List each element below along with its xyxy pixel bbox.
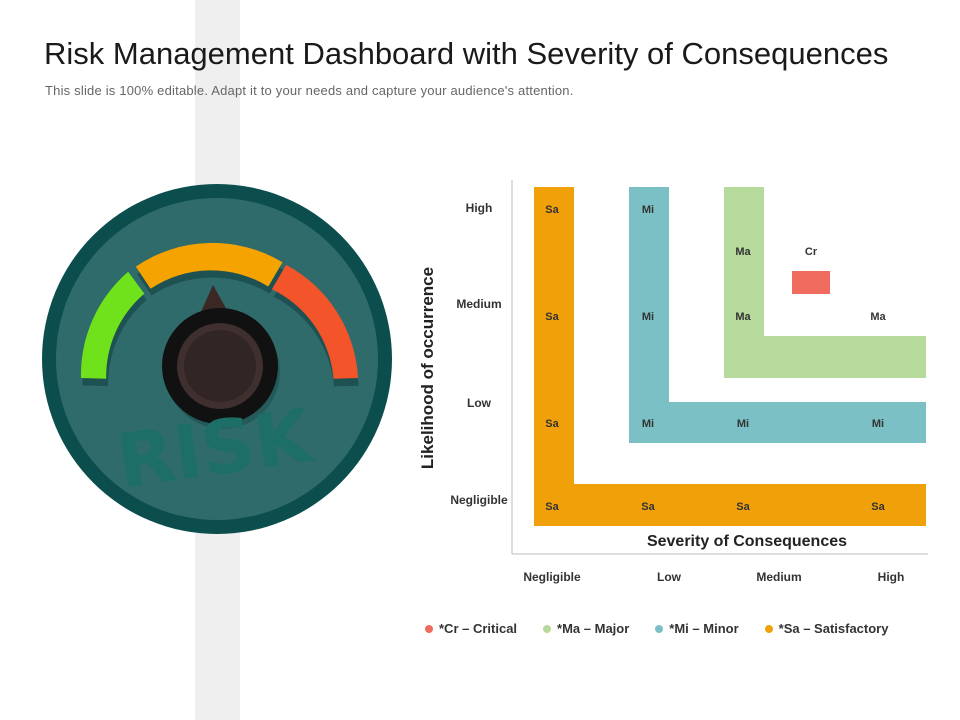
cell-high-medium: Ma xyxy=(870,311,886,323)
legend-dot-critical xyxy=(425,624,433,633)
region-minor-0 xyxy=(629,187,669,443)
page-subtitle: This slide is 100% editable. Adapt it to… xyxy=(45,83,574,98)
legend-label-major: *Ma – Major xyxy=(557,621,630,636)
legend-label-satisfactory: *Sa – Satisfactory xyxy=(778,621,889,636)
y-tick-negligible: Negligible xyxy=(450,493,508,507)
region-minor-1 xyxy=(629,402,926,443)
cell-negligible-negligible: Sa xyxy=(545,501,559,513)
gauge-knob-center xyxy=(184,330,256,402)
page-title: Risk Management Dashboard with Severity … xyxy=(44,36,889,71)
risk-matrix-chart: Sa Sa Sa Sa Sa Sa Sa Mi Mi Mi Mi Mi Ma Ma Ma Cr Negligi… xyxy=(418,180,928,584)
x-axis-title: Severity of Consequences xyxy=(647,533,847,550)
legend: *Cr – Critical *Ma – Major *Mi – Minor *… xyxy=(425,621,888,636)
region-major-1 xyxy=(724,336,926,378)
cell-medium-high-medium-high: Cr xyxy=(805,246,818,258)
x-tick-medium: Medium xyxy=(756,570,801,584)
y-tick-labels: Negligible Low Medium High xyxy=(450,201,508,507)
y-tick-high: High xyxy=(466,201,493,215)
legend-dot-minor xyxy=(655,624,664,633)
legend-item-critical: *Cr – Critical xyxy=(425,621,517,636)
risk-gauge: RISK xyxy=(42,184,392,534)
gauge-arc-red xyxy=(271,264,358,379)
legend-item-major: *Ma – Major xyxy=(543,621,629,636)
gauge-arc-green xyxy=(80,271,145,379)
legend-dot-satisfactory xyxy=(764,624,773,633)
cell-high-negligible: Sa xyxy=(871,501,885,513)
cell-low-negligible: Sa xyxy=(641,501,655,513)
cell-low-high: Mi xyxy=(642,204,654,216)
risk-cell-labels: Sa Sa Sa Sa Sa Sa Sa Mi Mi Mi Mi Mi Ma Ma Ma Cr xyxy=(545,204,886,513)
cell-negligible-high: Sa xyxy=(545,204,559,216)
x-tick-low: Low xyxy=(657,570,682,584)
region-satisfactory-1 xyxy=(534,484,926,526)
y-tick-low: Low xyxy=(467,396,492,410)
region-satisfactory-0 xyxy=(534,187,574,526)
y-tick-medium: Medium xyxy=(456,297,501,311)
gauge-needle xyxy=(200,285,228,314)
cell-high-low: Mi xyxy=(872,418,884,430)
cell-medium-low: Mi xyxy=(737,418,749,430)
cell-low-low: Mi xyxy=(642,418,654,430)
legend-dot-major xyxy=(543,624,552,633)
legend-item-satisfactory: *Sa – Satisfactory xyxy=(764,621,889,636)
legend-label-minor: *Mi – Minor xyxy=(669,621,739,636)
x-tick-negligible: Negligible xyxy=(523,570,581,584)
y-axis-title: Likelihood of occurrence xyxy=(418,267,437,469)
cell-medium-medium: Ma xyxy=(735,311,751,323)
x-tick-labels: Negligible Low Medium High xyxy=(523,570,904,584)
risk-regions xyxy=(534,187,926,526)
cell-medium-medium-high: Ma xyxy=(735,246,751,258)
gauge-arc-orange xyxy=(135,242,283,289)
legend-label-critical: *Cr – Critical xyxy=(439,621,518,636)
cell-medium-negligible: Sa xyxy=(736,501,750,513)
x-tick-high: High xyxy=(878,570,905,584)
legend-item-minor: *Mi – Minor xyxy=(655,621,739,636)
cell-negligible-medium: Sa xyxy=(545,311,559,323)
cell-negligible-low: Sa xyxy=(545,418,559,430)
region-critical-0 xyxy=(792,271,830,294)
cell-low-medium: Mi xyxy=(642,311,654,323)
gauge-arcs xyxy=(80,242,358,379)
